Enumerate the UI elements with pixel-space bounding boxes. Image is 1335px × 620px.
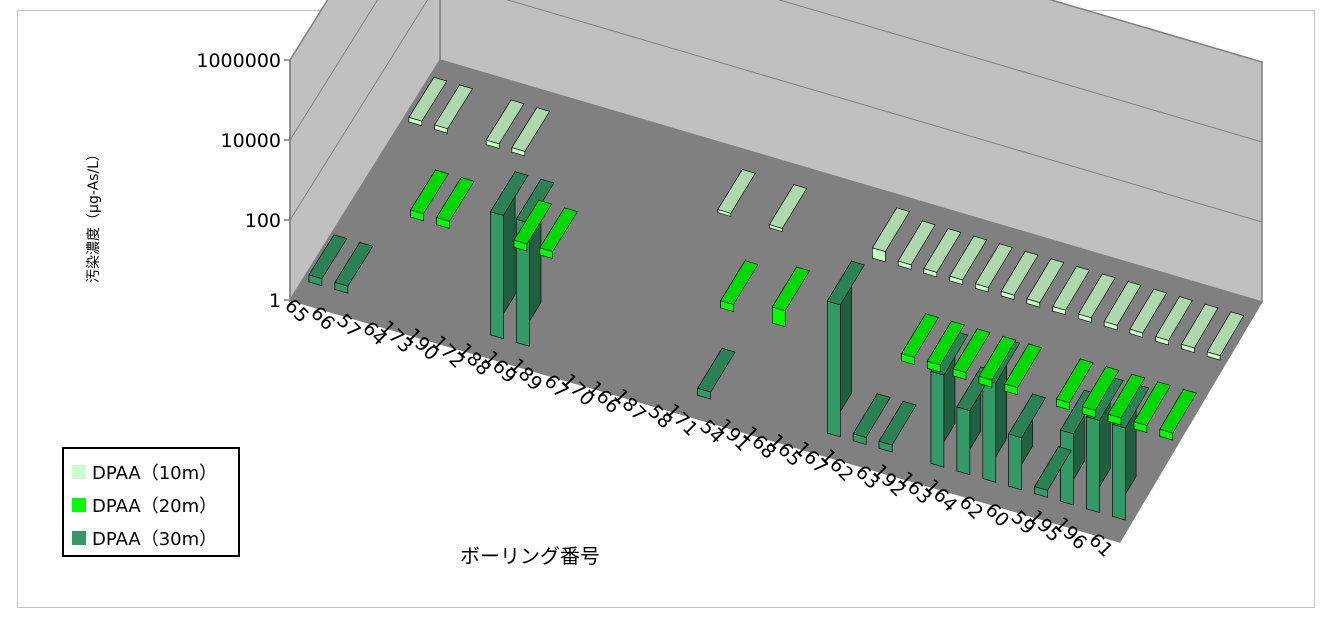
bar [956, 406, 971, 476]
bar-top [1026, 258, 1065, 303]
bar-top [923, 228, 962, 273]
bar-top [539, 207, 578, 252]
bar-top [489, 171, 529, 216]
bar [1060, 429, 1074, 506]
bar-top [717, 169, 756, 214]
bar-top [1103, 281, 1142, 326]
bar-top [952, 328, 991, 373]
x-axis-label: ボーリング番号 [460, 544, 600, 568]
bar-top [978, 335, 1017, 381]
bar-top [768, 184, 808, 229]
bar-top [878, 400, 917, 446]
legend-item-20m: DPAA（20m） [72, 488, 238, 521]
bar-top [513, 199, 553, 245]
bar-top [408, 76, 448, 122]
bar-top [901, 313, 939, 358]
bar [1112, 423, 1126, 521]
y-tick-label: 1 [269, 290, 281, 312]
bar-top [771, 266, 810, 312]
bar-top [436, 177, 475, 222]
bar [490, 211, 504, 340]
bar-top [1081, 366, 1120, 411]
gridline [289, 59, 1263, 303]
y-tick-label: 10000 [221, 130, 281, 152]
bar-top [515, 178, 555, 224]
legend: DPAA（10m） DPAA（20m） DPAA（30m） [62, 447, 240, 557]
legend-swatch-30m [72, 530, 86, 545]
bar-top [308, 234, 348, 279]
bar [1008, 433, 1023, 491]
bar-top [1180, 303, 1219, 349]
legend-swatch-20m [72, 497, 86, 512]
bar-top [334, 242, 374, 287]
bar-top [826, 260, 865, 306]
bar-top [1206, 311, 1245, 356]
legend-item-10m: DPAA（10m） [72, 455, 238, 488]
bar-top [410, 169, 449, 215]
bar-top [1004, 343, 1043, 389]
gridline [289, 0, 1263, 223]
bar-top [852, 393, 891, 438]
bar-top [1056, 358, 1094, 404]
bar [1086, 416, 1100, 513]
bar [930, 370, 945, 468]
bar-top [434, 84, 473, 130]
bar-top [1000, 250, 1039, 296]
bar-top [511, 107, 551, 152]
gridline [289, 0, 1263, 143]
y-tick-label: 100 [245, 210, 281, 232]
bar-top [697, 347, 736, 393]
bar-top [871, 207, 910, 252]
bar-top [897, 220, 936, 266]
y-tick-label: 1000000 [196, 50, 281, 72]
bar-top [1052, 266, 1090, 311]
x-axis-line [289, 299, 1121, 543]
bar-top [974, 243, 1013, 288]
bar-top [1034, 446, 1072, 491]
legend-label-10m: DPAA（10m） [92, 462, 218, 484]
bar-top [485, 99, 525, 145]
bar [982, 378, 997, 483]
bar-top [1129, 288, 1168, 334]
legend-label-30m: DPAA（30m） [92, 528, 218, 550]
bar-top [949, 235, 988, 281]
bar-top [1077, 273, 1116, 319]
legend-label-20m: DPAA（20m） [92, 495, 218, 517]
bar-top [1159, 388, 1197, 434]
legend-item-30m: DPAA（30m） [72, 521, 238, 554]
bar-top [1107, 373, 1146, 419]
bar-top [1133, 381, 1172, 426]
bar-top [1008, 393, 1046, 439]
bar-top [720, 260, 759, 305]
bar-top [926, 320, 965, 366]
bar [826, 300, 841, 438]
legend-swatch-10m [72, 464, 86, 479]
bar-top [1155, 296, 1193, 341]
y-axis-label: 汚染濃度（μg-As/L） [86, 147, 102, 283]
